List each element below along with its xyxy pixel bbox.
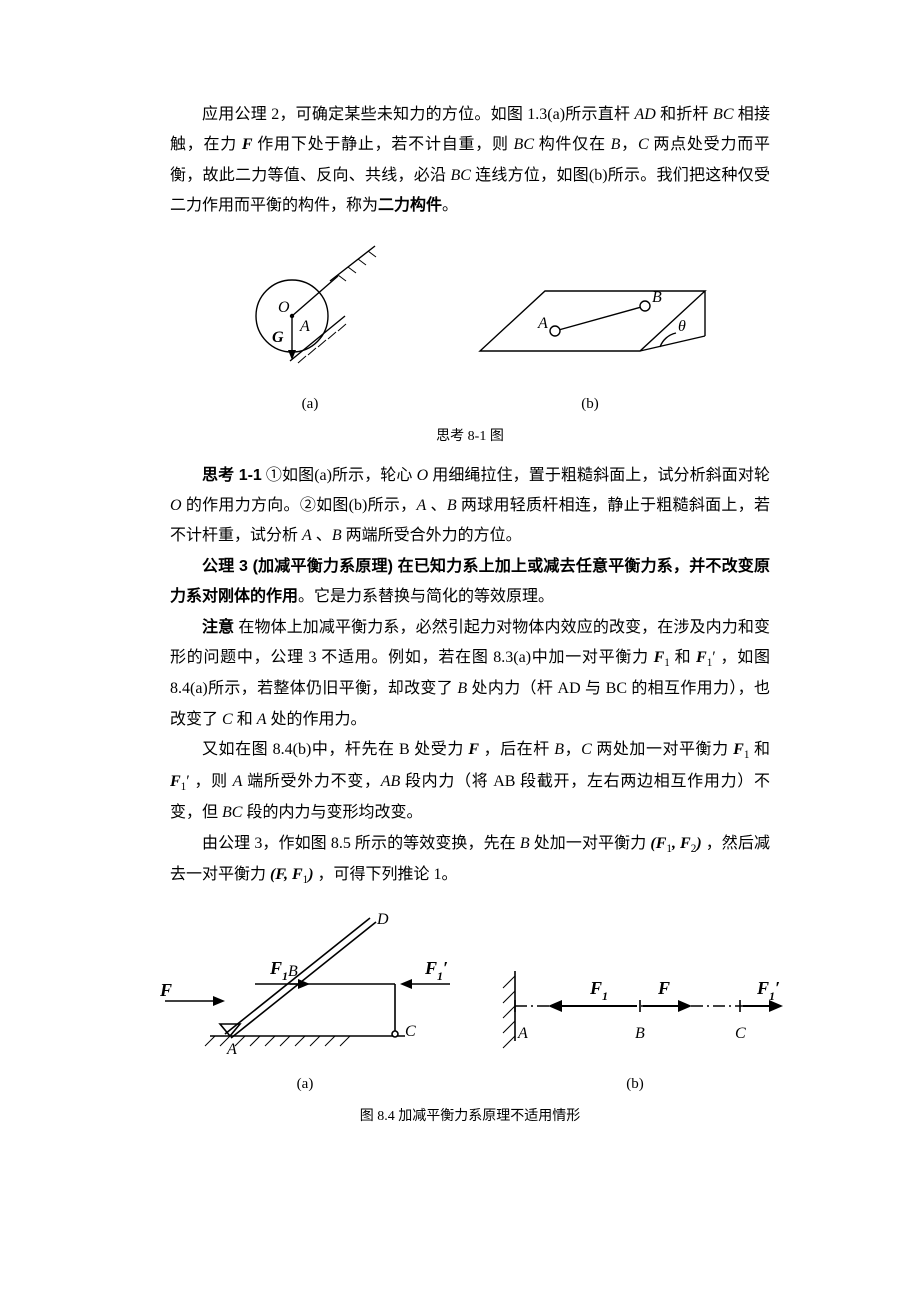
svg-text:F1′: F1′ bbox=[756, 978, 780, 1003]
para-axiom3: 公理 3 (加减平衡力系原理) 在已知力系上加上或减去任意平衡力系，并不改变原力… bbox=[170, 552, 770, 613]
figure-8-1: O A G (a) bbox=[170, 236, 770, 451]
para-1: 应用公理 2，可确定某些未知力的方位。如图 1.3(a)所示直杆 AD 和折杆 … bbox=[170, 100, 770, 222]
svg-text:D: D bbox=[376, 911, 389, 928]
para-note: 注意 在物体上加减平衡力系，必然引起力对物体内效应的改变，在涉及内力和变形的问题… bbox=[170, 613, 770, 736]
fig2-sub-a: (a) bbox=[155, 1070, 455, 1099]
para-5: 由公理 3，作如图 8.5 所示的等效变换，先在 B 处加一对平衡力 (F1, … bbox=[170, 829, 770, 892]
label-G: G bbox=[272, 329, 284, 346]
label-O: O bbox=[278, 299, 290, 316]
figure-8-1a-svg: O A G bbox=[220, 236, 400, 386]
label-A2: A bbox=[537, 315, 548, 332]
fig2-sub-b: (b) bbox=[485, 1070, 785, 1099]
label-theta: θ bbox=[678, 318, 686, 335]
fig1-sub-a: (a) bbox=[220, 390, 400, 419]
fig2-caption: 图 8.4 加减平衡力系原理不适用情形 bbox=[170, 1104, 770, 1131]
figure-8-4: F F1 F1′ A B C D (a) bbox=[170, 906, 770, 1131]
svg-text:B: B bbox=[288, 963, 298, 980]
figure-8-4a-svg: F F1 F1′ A B C D bbox=[155, 906, 455, 1066]
svg-text:F1: F1 bbox=[269, 958, 288, 983]
para-think: 思考 1-1 ①如图(a)所示，轮心 O 用细绳拉住，置于粗糙斜面上，试分析斜面… bbox=[170, 461, 770, 552]
fig1-sub-b: (b) bbox=[460, 390, 720, 419]
para-4: 又如在图 8.4(b)中，杆先在 B 处受力 F ，后在杆 B，C 两处加一对平… bbox=[170, 735, 770, 828]
svg-text:C: C bbox=[735, 1025, 746, 1042]
figure-8-4b-svg: F1 F F1′ A B C bbox=[485, 946, 785, 1066]
svg-text:C: C bbox=[405, 1023, 416, 1040]
svg-text:F1: F1 bbox=[589, 978, 608, 1003]
svg-text:F: F bbox=[657, 978, 670, 998]
svg-text:F1′: F1′ bbox=[424, 958, 448, 983]
fig1-caption: 思考 8-1 图 bbox=[170, 424, 770, 451]
label-B2: B bbox=[652, 289, 662, 306]
label-F: F bbox=[159, 980, 172, 1000]
label-A: A bbox=[299, 318, 310, 335]
svg-text:A: A bbox=[226, 1041, 237, 1058]
svg-text:B: B bbox=[635, 1025, 645, 1042]
svg-text:A: A bbox=[517, 1025, 528, 1042]
figure-8-1b-svg: A B θ bbox=[460, 256, 720, 386]
